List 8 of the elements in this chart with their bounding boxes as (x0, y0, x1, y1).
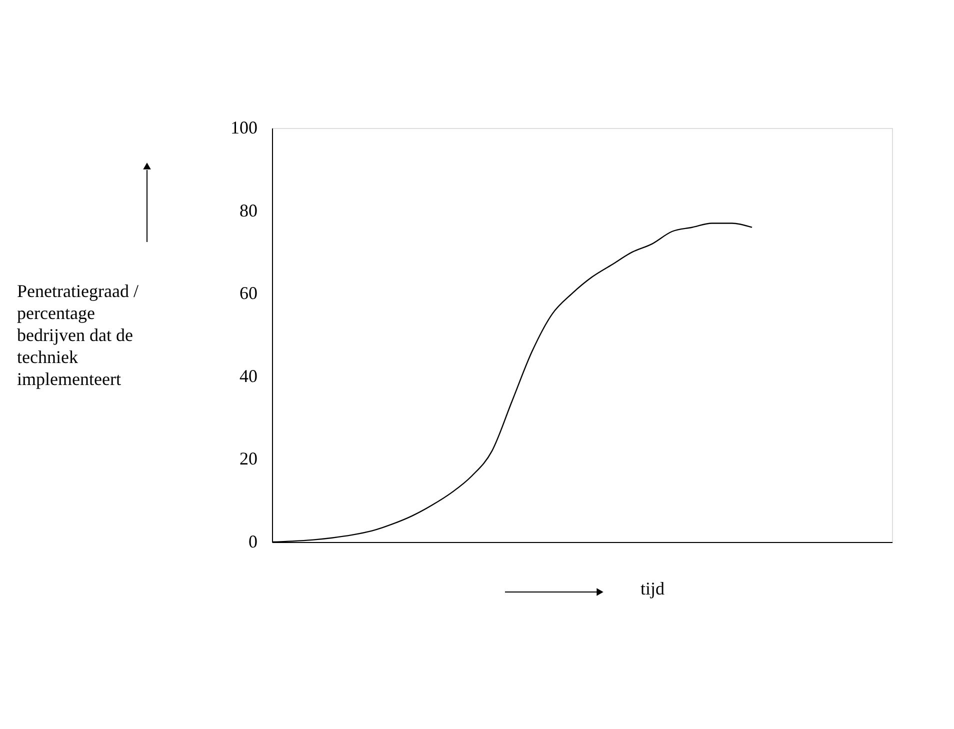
y-tick-label: 40 (240, 366, 258, 386)
x-axis-title: tijd (640, 578, 665, 598)
text: Penetratiegraad / percentage bedrijven dat de techniek implementeert (17, 281, 138, 389)
y-tick-label: 80 (240, 200, 258, 220)
y-tick-label: 60 (240, 283, 258, 304)
y-tick-label: 0 (248, 532, 258, 552)
y-tick-label: 100 (230, 118, 258, 138)
y-tick-label: 20 (240, 448, 258, 469)
